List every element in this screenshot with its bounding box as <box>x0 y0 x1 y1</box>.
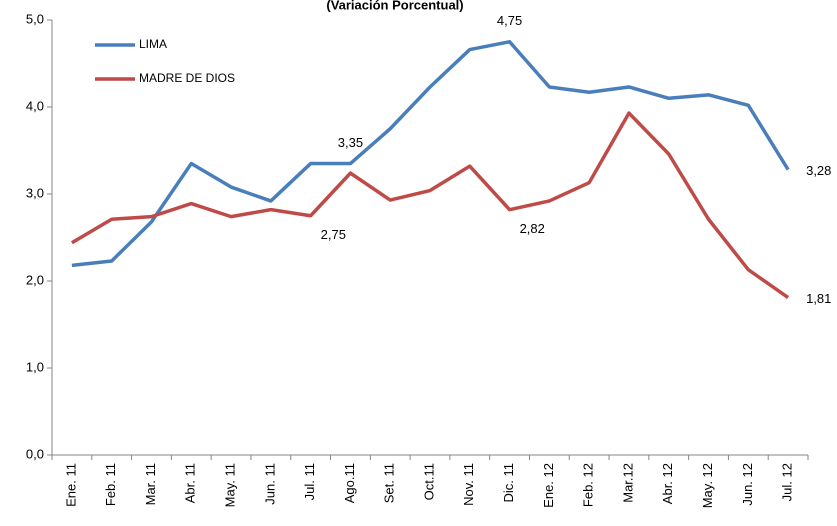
legend-label: LIMA <box>139 37 167 51</box>
x-tick-label: Ene. 11 <box>63 463 78 507</box>
x-tick-label: Nov. 11 <box>461 463 476 506</box>
y-tick-label: 1,0 <box>26 359 44 374</box>
x-tick-label: Mar. 11 <box>143 463 158 505</box>
x-tick-label: Ene. 12 <box>541 463 556 508</box>
series-line <box>71 40 790 268</box>
y-tick-label: 4,0 <box>26 98 44 113</box>
data-label: 3,28 <box>806 163 831 178</box>
x-tick-label: Jul. 12 <box>780 463 795 501</box>
data-label: 2,75 <box>321 227 346 242</box>
y-tick-label: 5,0 <box>26 11 44 26</box>
x-tick-label: May. 12 <box>700 463 715 508</box>
data-label: 3,35 <box>338 135 363 150</box>
x-tick-label: Jun. 12 <box>740 463 755 506</box>
data-label: 4,75 <box>497 13 522 28</box>
y-tick-label: 2,0 <box>26 272 44 287</box>
x-tick-label: Abr. 12 <box>660 463 675 504</box>
x-tick-label: Set. 11 <box>382 463 397 503</box>
x-tick-label: May. 11 <box>222 463 237 507</box>
y-tick-label: 3,0 <box>26 185 44 200</box>
x-tick-label: Mar.12 <box>620 463 635 503</box>
x-tick-label: Feb. 12 <box>581 463 596 507</box>
y-tick-label: 0,0 <box>26 446 44 461</box>
data-label: 2,82 <box>520 221 545 236</box>
series-line <box>71 111 790 299</box>
x-tick-label: Abr. 11 <box>183 463 198 503</box>
x-tick-label: Jul. 11 <box>302 463 317 500</box>
x-tick-label: Dic. 11 <box>501 463 516 503</box>
legend-label: MADRE DE DIOS <box>139 71 235 85</box>
data-label: 1,81 <box>806 291 831 306</box>
x-tick-label: Ago.11 <box>342 463 357 503</box>
x-tick-label: Jun. 11 <box>262 463 277 505</box>
x-tick-label: Oct.11 <box>421 463 436 500</box>
x-tick-label: Feb. 11 <box>103 463 118 506</box>
chart-title: (Variación Porcentual) <box>326 0 463 12</box>
